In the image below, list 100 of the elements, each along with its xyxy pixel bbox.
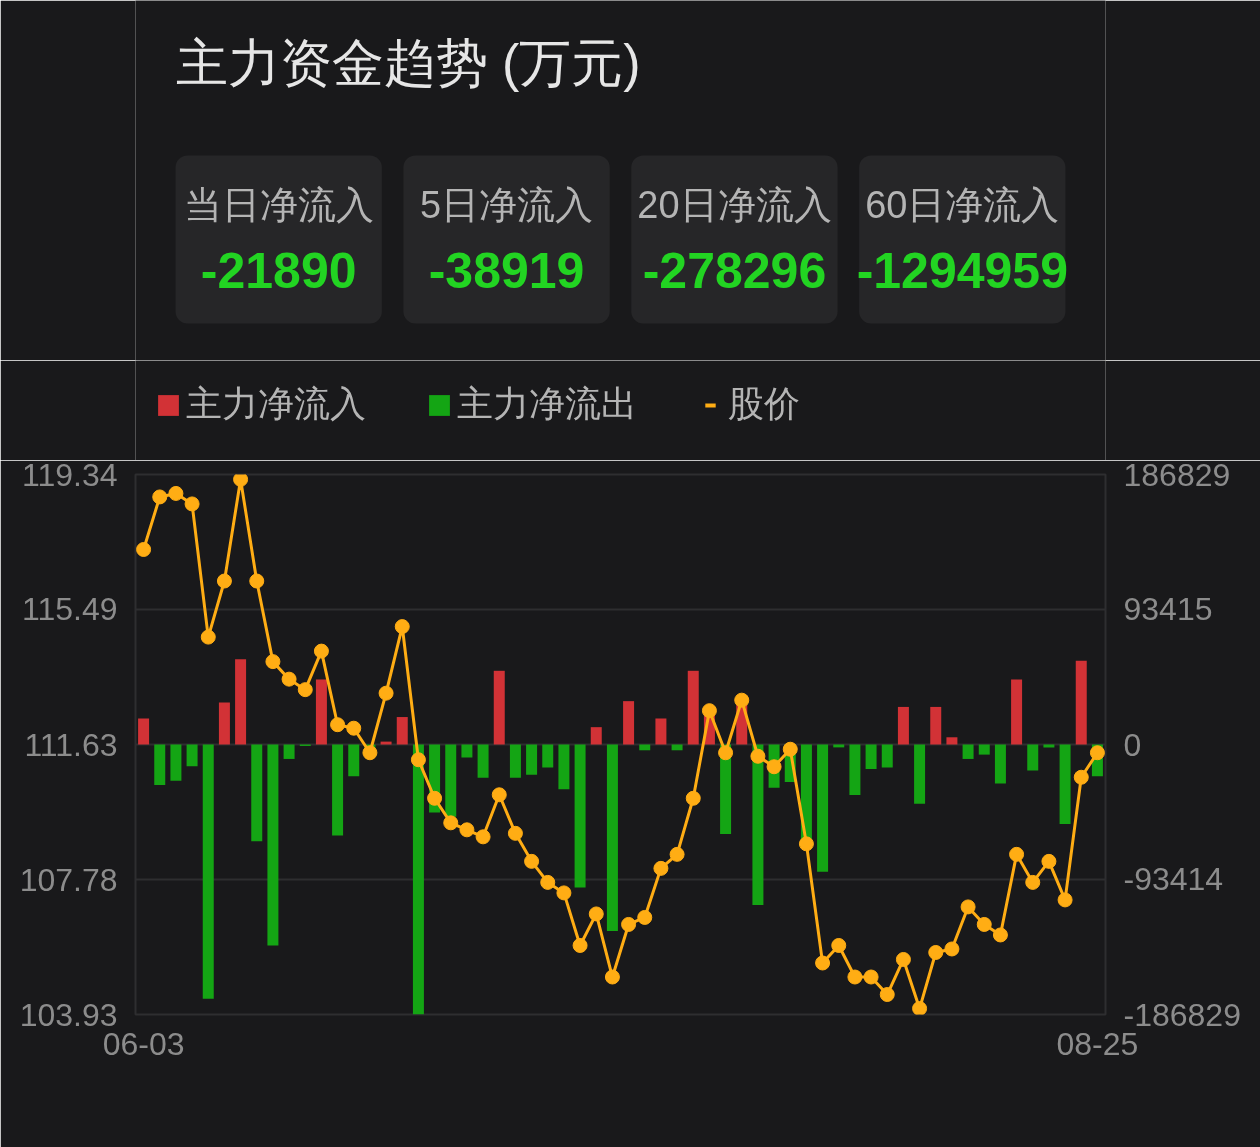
bar [348, 744, 360, 777]
bar [994, 744, 1006, 784]
point [621, 916, 637, 932]
point [976, 916, 992, 932]
legend-label: 主力净流出 [457, 382, 637, 426]
bar [978, 744, 990, 755]
bar [202, 744, 214, 999]
bar [138, 718, 150, 745]
bar [218, 702, 230, 745]
bar [251, 744, 263, 842]
text: -38919 [428, 243, 585, 299]
bar [283, 744, 295, 759]
y2-tick-label: -93414 [1123, 861, 1224, 898]
point [750, 748, 766, 764]
point [330, 717, 346, 733]
point [1057, 892, 1073, 908]
bar [477, 744, 489, 778]
bar [396, 717, 408, 745]
point [604, 969, 620, 985]
y-tick-label: 115.49 [22, 591, 118, 628]
point [637, 909, 653, 925]
point [653, 860, 669, 876]
point [168, 485, 184, 501]
bar [655, 718, 667, 745]
bar [881, 744, 893, 768]
text: -21890 [200, 243, 357, 299]
bar [154, 744, 166, 785]
text: -278296 [642, 243, 827, 299]
bar [865, 744, 877, 770]
point [249, 573, 265, 589]
y-tick-label: 111.63 [24, 726, 118, 763]
point [992, 927, 1008, 943]
bar [962, 744, 974, 759]
bar [590, 727, 602, 745]
bar [849, 744, 861, 796]
point [782, 741, 798, 757]
point [394, 619, 410, 635]
bar [170, 744, 182, 781]
bar [186, 744, 198, 767]
bar [332, 744, 344, 836]
bar [461, 744, 473, 758]
bar [412, 744, 424, 1015]
bar [1059, 744, 1071, 824]
point [346, 720, 362, 736]
point [1041, 853, 1057, 869]
legend-label: 主力净流入 [186, 382, 366, 426]
bar [235, 659, 247, 745]
point [410, 752, 426, 768]
point [960, 899, 976, 915]
point [313, 643, 329, 659]
point [507, 825, 523, 841]
y2-tick-label: 186829 [1123, 456, 1231, 493]
point [798, 836, 814, 852]
point [297, 682, 313, 698]
point [572, 937, 588, 953]
point [766, 759, 782, 775]
point [879, 987, 895, 1003]
chart-title: 主力资金趋势 (万元) [175, 33, 641, 92]
y-tick-label: 119.34 [22, 456, 118, 493]
point [928, 944, 944, 960]
point [459, 822, 475, 838]
point [1073, 769, 1089, 785]
bar [558, 744, 570, 790]
point [588, 906, 604, 922]
text: 5日净流入 [420, 183, 594, 226]
point [944, 941, 960, 957]
text: 60日净流入 [865, 183, 1060, 226]
bar [509, 744, 521, 778]
text: 当日净流入 [183, 183, 374, 226]
point [1009, 846, 1025, 862]
point [200, 629, 216, 645]
bar [914, 744, 926, 804]
point [701, 703, 717, 719]
point [233, 474, 249, 487]
y-tick-label: 107.78 [19, 861, 118, 898]
point [152, 489, 168, 505]
point [831, 937, 847, 953]
point [491, 787, 507, 803]
point [443, 815, 459, 831]
bar [687, 670, 699, 745]
point [863, 969, 879, 985]
bar [930, 706, 942, 745]
line-series [136, 474, 1105, 1015]
point [184, 496, 200, 512]
point [847, 969, 863, 985]
point [427, 790, 443, 806]
bar [526, 744, 538, 775]
bar [1011, 679, 1023, 745]
bar [606, 744, 618, 931]
bar [542, 744, 554, 768]
bar [267, 744, 279, 946]
point [265, 654, 281, 670]
point [1025, 874, 1041, 890]
point [1089, 745, 1105, 761]
point [216, 573, 232, 589]
bar [1075, 660, 1087, 745]
point [281, 671, 297, 687]
text: -1294959 [856, 243, 1068, 299]
bar [315, 679, 327, 745]
bar [380, 741, 392, 745]
